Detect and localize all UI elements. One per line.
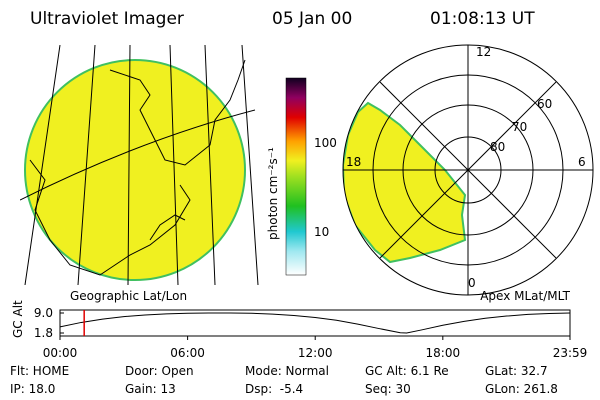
status-field: Seq: 30 [365,382,411,396]
colorbar-label: photon cm⁻²s⁻¹ [266,147,280,240]
x-tick-label: 23:59 [553,346,588,360]
altitude-line [59,312,571,334]
x-tick-label: 18:00 [426,346,461,360]
map-image [20,45,259,285]
status-field: Door: Open [125,364,194,378]
lat-label: 60 [537,97,552,111]
mlt-label: 18 [346,155,361,169]
status-field: GC Alt: 6.1 Re [365,364,449,378]
alt-frame [59,309,571,337]
polar-plot [342,44,594,296]
status-field: Dsp: -5.4 [245,382,303,396]
mlt-label: 0 [468,276,476,290]
mlt-label: 12 [476,45,491,59]
status-field: Gain: 13 [125,382,176,396]
colorbar-tick: 100 [314,136,337,150]
x-tick-label: 12:00 [298,346,333,360]
mlt-label: 6 [578,155,586,169]
status-field: Flt: HOME [10,364,69,378]
y-axis-label: GC Alt [11,300,25,338]
lat-label: 80 [490,140,505,154]
colorbar [285,77,307,276]
y-tick-label: 1.8 [34,326,53,340]
map-label: Geographic Lat/Lon [70,289,187,303]
date: 05 Jan 00 [272,9,352,29]
status-field: Mode: Normal [245,364,329,378]
lat-label: 70 [512,120,527,134]
polar-label: Apex MLat/MLT [480,289,570,303]
x-tick-label: 06:00 [170,346,205,360]
instrument: Ultraviolet Imager [30,9,184,29]
x-tick-label: 00:00 [43,346,78,360]
y-tick-label: 9.0 [34,306,53,320]
status-field: GLon: 261.8 [485,382,558,396]
status-field: IP: 18.0 [10,382,55,396]
status-field: GLat: 32.7 [485,364,548,378]
time: 01:08:13 UT [430,9,535,29]
colorbar-tick: 10 [314,225,329,239]
